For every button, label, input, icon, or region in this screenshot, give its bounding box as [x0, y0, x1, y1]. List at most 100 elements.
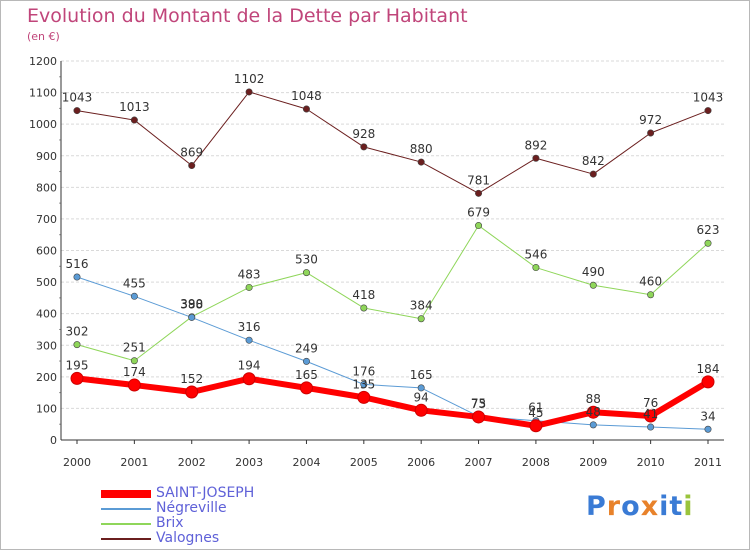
x-tick-label: 2010 [637, 456, 665, 469]
data-label-n-greville: 176 [352, 364, 375, 378]
data-point-valognes [647, 129, 655, 137]
data-point-brix [532, 264, 540, 272]
data-label-saint-joseph: 76 [643, 396, 658, 410]
y-tick-label: 700 [36, 213, 57, 226]
data-point-saint-joseph [414, 403, 428, 417]
y-tick-label: 900 [36, 150, 57, 163]
data-label-n-greville: 249 [295, 341, 318, 355]
data-point-saint-joseph [529, 419, 543, 433]
chart-subtitle: (en €) [27, 30, 60, 43]
chart-title: Evolution du Montant de la Dette par Hab… [27, 5, 468, 27]
x-tick-label: 2000 [63, 456, 91, 469]
data-label-brix: 679 [467, 206, 490, 220]
data-point-n-greville [589, 421, 597, 429]
series-line-saint-joseph [74, 375, 711, 429]
data-label-brix: 390 [180, 297, 203, 311]
data-point-valognes [532, 154, 540, 162]
logo-letter: o [621, 491, 641, 522]
data-label-saint-joseph: 45 [528, 406, 543, 420]
legend-label-n-greville: Négreville [156, 500, 227, 516]
data-label-brix: 490 [582, 265, 605, 279]
x-tick-label: 2005 [350, 456, 378, 469]
logo-letter: i [659, 491, 670, 522]
data-label-saint-joseph: 94 [414, 390, 429, 404]
data-label-n-greville: 316 [238, 320, 261, 334]
data-point-n-greville [130, 292, 138, 300]
data-point-saint-joseph [185, 385, 199, 399]
data-label-saint-joseph: 73 [471, 397, 486, 411]
data-point-brix [302, 269, 310, 277]
data-point-saint-joseph [644, 409, 658, 423]
data-point-brix [475, 222, 483, 230]
legend-item-n-greville: Négreville [101, 500, 361, 516]
legend-swatch-brix [101, 523, 151, 525]
proxiti-logo: Proxiti [586, 491, 694, 522]
data-label-n-greville: 75 [471, 396, 486, 410]
data-label-saint-joseph: 194 [238, 359, 261, 373]
data-point-saint-joseph [586, 405, 600, 419]
data-label-n-greville: 34 [700, 409, 715, 423]
legend-item-brix: Brix [101, 515, 361, 531]
data-label-brix: 483 [238, 267, 261, 281]
y-tick-label: 600 [36, 245, 57, 258]
y-tick-label: 400 [36, 308, 57, 321]
series-line-valognes [76, 91, 709, 194]
data-point-saint-joseph [701, 375, 715, 389]
data-point-saint-joseph [70, 371, 84, 385]
data-label-saint-joseph: 174 [123, 365, 146, 379]
y-tick-label: 0 [50, 434, 57, 447]
data-label-n-greville: 61 [528, 401, 543, 415]
data-label-n-greville: 48 [586, 405, 601, 419]
legend-label-brix: Brix [156, 515, 184, 531]
data-label-valognes: 1102 [234, 72, 265, 86]
data-label-valognes: 1043 [693, 91, 724, 105]
logo-letter: P [586, 491, 607, 522]
x-tick-label: 2002 [178, 456, 206, 469]
data-point-saint-joseph [242, 372, 256, 386]
data-point-brix [704, 239, 712, 247]
data-point-n-greville [704, 425, 712, 433]
logo-letter: r [606, 491, 622, 522]
series-line-brix [76, 225, 709, 362]
y-tick-label: 200 [36, 371, 57, 384]
data-point-saint-joseph [299, 381, 313, 395]
data-point-brix [130, 357, 138, 365]
data-point-n-greville [302, 357, 310, 365]
legend-label-valognes: Valognes [156, 530, 220, 546]
data-label-saint-joseph: 135 [352, 377, 375, 391]
legend-swatch-n-greville [101, 508, 151, 510]
data-label-saint-joseph: 195 [66, 358, 89, 372]
data-point-n-greville [417, 384, 425, 392]
x-tick-label: 2004 [292, 456, 320, 469]
data-point-saint-joseph [357, 390, 371, 404]
data-point-brix [245, 283, 253, 291]
y-tick-label: 500 [36, 276, 57, 289]
data-label-valognes: 869 [180, 146, 203, 160]
data-point-brix [589, 281, 597, 289]
y-tick-label: 100 [36, 402, 57, 415]
data-label-brix: 251 [123, 341, 146, 355]
logo-letter: i [683, 491, 694, 522]
data-point-valognes [188, 162, 196, 170]
y-tick-label: 300 [36, 339, 57, 352]
data-label-valognes: 1043 [62, 91, 93, 105]
data-point-valognes [475, 189, 483, 197]
data-label-brix: 302 [66, 325, 89, 339]
data-point-brix [647, 291, 655, 299]
data-label-valognes: 1013 [119, 100, 150, 114]
legend-label-saint-joseph: SAINT-JOSEPH [156, 485, 255, 501]
data-point-valognes [73, 107, 81, 115]
data-label-n-greville: 516 [66, 257, 89, 271]
data-label-n-greville: 388 [180, 297, 203, 311]
data-point-valognes [704, 107, 712, 115]
data-label-saint-joseph: 88 [586, 392, 601, 406]
legend-item-saint-joseph: SAINT-JOSEPH [101, 485, 361, 501]
data-label-saint-joseph: 184 [697, 362, 720, 376]
data-label-valognes: 972 [639, 113, 662, 127]
data-point-valognes [360, 143, 368, 151]
data-point-n-greville [360, 380, 368, 388]
data-point-valognes [417, 158, 425, 166]
data-label-n-greville: 41 [643, 407, 658, 421]
